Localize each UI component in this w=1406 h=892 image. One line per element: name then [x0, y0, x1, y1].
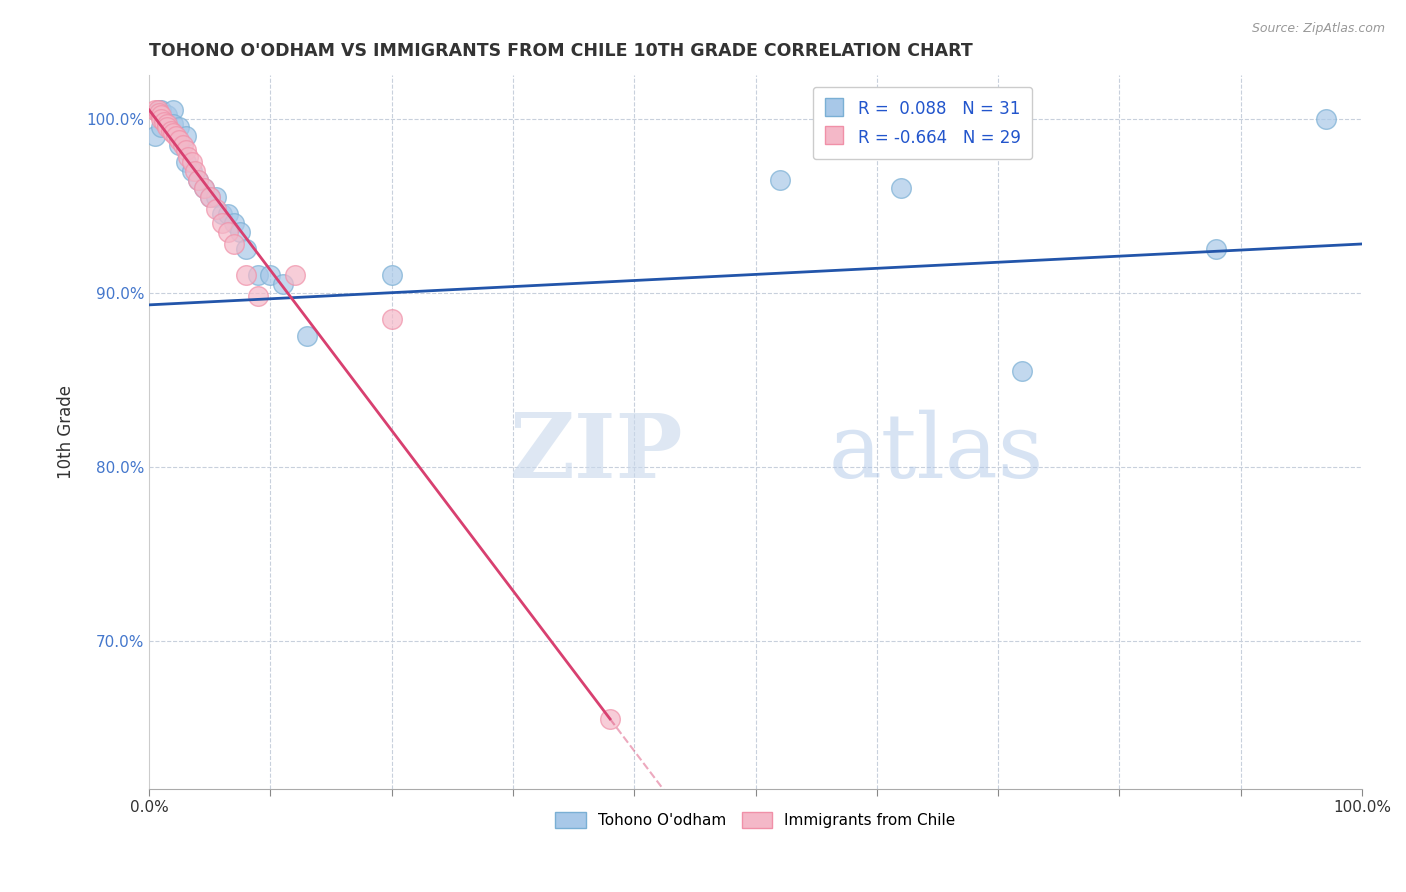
Point: [187, 172, 209, 186]
Point: [156, 117, 179, 131]
Point: [198, 190, 221, 204]
Point: [193, 181, 215, 195]
Text: TOHONO O'ODHAM VS IMMIGRANTS FROM CHILE 10TH GRADE CORRELATION CHART: TOHONO O'ODHAM VS IMMIGRANTS FROM CHILE …: [149, 42, 973, 60]
Point: [229, 225, 252, 239]
Point: [247, 268, 270, 283]
Point: [180, 164, 202, 178]
Point: [205, 202, 228, 216]
Point: [143, 103, 166, 117]
Point: [172, 137, 194, 152]
Point: [150, 108, 173, 122]
Point: [148, 103, 170, 117]
Point: [180, 155, 202, 169]
Point: [156, 120, 179, 135]
Point: [205, 190, 228, 204]
Legend: Tohono O'odham, Immigrants from Chile: Tohono O'odham, Immigrants from Chile: [550, 806, 962, 834]
Point: [247, 289, 270, 303]
Point: [222, 237, 245, 252]
Point: [174, 129, 197, 144]
Point: [187, 172, 209, 186]
Point: [381, 311, 404, 326]
Point: [211, 207, 233, 221]
Point: [295, 329, 318, 343]
Text: ZIP: ZIP: [509, 409, 683, 497]
Point: [1205, 242, 1227, 256]
Point: [148, 106, 170, 120]
Point: [143, 129, 166, 144]
Point: [217, 225, 239, 239]
Point: [156, 108, 179, 122]
Point: [150, 103, 173, 117]
Point: [1011, 364, 1033, 378]
Point: [235, 242, 257, 256]
Point: [152, 115, 174, 129]
Point: [198, 190, 221, 204]
Point: [146, 103, 169, 117]
Point: [284, 268, 307, 283]
Point: [381, 268, 404, 283]
Point: [1315, 112, 1337, 126]
Point: [150, 120, 173, 135]
Point: [177, 150, 200, 164]
Point: [162, 103, 184, 117]
Point: [174, 143, 197, 157]
Point: [169, 132, 191, 146]
Point: [222, 216, 245, 230]
Point: [169, 137, 191, 152]
Point: [271, 277, 294, 291]
Point: [769, 172, 792, 186]
Point: [165, 129, 187, 144]
Point: [217, 207, 239, 221]
Point: [160, 124, 183, 138]
Point: [890, 181, 912, 195]
Point: [150, 112, 173, 126]
Point: [184, 164, 207, 178]
Text: atlas: atlas: [828, 409, 1043, 497]
Point: [211, 216, 233, 230]
Text: Source: ZipAtlas.com: Source: ZipAtlas.com: [1251, 22, 1385, 36]
Point: [162, 126, 184, 140]
Point: [162, 117, 184, 131]
Point: [169, 120, 191, 135]
Point: [193, 181, 215, 195]
Y-axis label: 10th Grade: 10th Grade: [58, 384, 75, 479]
Point: [599, 712, 621, 726]
Point: [235, 268, 257, 283]
Point: [259, 268, 281, 283]
Point: [174, 155, 197, 169]
